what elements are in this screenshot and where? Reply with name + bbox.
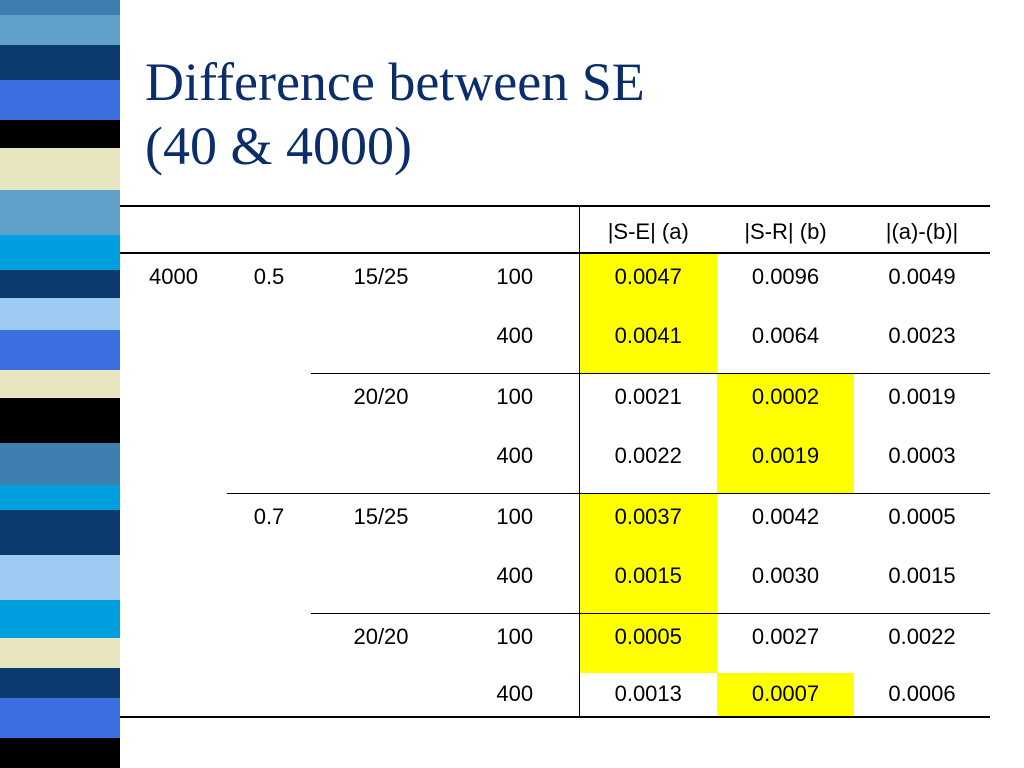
- header-diff: |(a)-(b)|: [854, 205, 990, 254]
- cell-n: [120, 673, 227, 718]
- table-row: 0.7 15/25 100 0.0037 0.0042 0.0005: [120, 492, 990, 553]
- cell-m: 400: [451, 673, 579, 718]
- cell-se: 0.0021: [578, 372, 717, 433]
- cell-split: 20/20: [311, 372, 451, 433]
- cell-m: 100: [451, 612, 579, 673]
- cell-se-highlighted: 0.0041: [578, 313, 717, 373]
- results-table: |S-E| (a) |S-R| (b) |(a)-(b)| 4000 0.5 1…: [120, 205, 990, 718]
- stripe-band: [0, 638, 120, 668]
- cell-diff: 0.0049: [888, 264, 956, 289]
- cell-se-highlighted: 0.0005: [578, 612, 717, 673]
- cell-m: 400: [496, 443, 534, 468]
- cell-se-highlighted: 0.0037: [578, 492, 717, 553]
- table-row: 20/20 100 0.0021 0.0002 0.0019: [120, 372, 990, 433]
- stripe-band: [0, 330, 120, 370]
- stripe-band: [0, 485, 120, 510]
- cell-p: 0.5: [253, 264, 285, 289]
- header-cell: [451, 205, 579, 254]
- cell-se-highlighted: 0.0015: [578, 553, 717, 613]
- cell-m: 100: [496, 264, 534, 289]
- stripe-band: [0, 668, 120, 698]
- cell-diff: 0.0003: [888, 443, 956, 468]
- cell-se-highlighted: 0.0047: [578, 253, 717, 313]
- cell-diff: 0.0022: [854, 612, 990, 673]
- title-line-1: Difference between SE: [145, 52, 645, 112]
- table-row: 400 0.0041 0.0064 0.0023: [120, 313, 990, 373]
- cell-n: [120, 373, 227, 433]
- cell-n: [120, 313, 227, 373]
- cell-diff: 0.0019: [854, 372, 990, 433]
- stripe-band: [0, 0, 120, 15]
- cell-sr-highlighted: 0.0002: [717, 372, 854, 433]
- cell-p: [227, 613, 311, 673]
- header-se: |S-E| (a): [578, 205, 717, 254]
- stripe-band: [0, 190, 120, 235]
- title-line-2: (40 & 4000): [145, 116, 412, 176]
- cell-se: 0.0022: [578, 433, 717, 493]
- cell-split: 15/25: [353, 264, 409, 289]
- header-sr: |S-R| (b): [717, 205, 854, 254]
- cell-split: [311, 553, 451, 613]
- cell-sr-highlighted: 0.0007: [717, 673, 854, 718]
- header-cell: [120, 205, 227, 254]
- cell-se: 0.0013: [578, 673, 717, 718]
- stripe-band: [0, 370, 120, 398]
- cell-m: 100: [451, 492, 579, 553]
- table-row: 400 0.0013 0.0007 0.0006: [120, 673, 990, 718]
- cell-n: [120, 553, 227, 613]
- cell-diff: 0.0005: [854, 492, 990, 553]
- table-row: 4000 0.5 15/25 100 0.0047 0.0096 0.0049: [120, 253, 990, 313]
- table-header-row: |S-E| (a) |S-R| (b) |(a)-(b)|: [120, 205, 990, 254]
- cell-sr-highlighted: 0.0019: [717, 433, 854, 493]
- cell-p: [227, 673, 311, 718]
- stripe-band: [0, 45, 120, 80]
- table-row: 20/20 100 0.0005 0.0027 0.0022: [120, 612, 990, 673]
- header-cell: [311, 205, 451, 254]
- table-row: 400 0.0022 0.0019 0.0003: [120, 433, 990, 493]
- cell-sr: 0.0042: [717, 492, 854, 553]
- cell-p: 0.7: [227, 492, 311, 553]
- cell-diff: 0.0023: [888, 323, 956, 348]
- cell-sr: 0.0027: [717, 612, 854, 673]
- stripe-band: [0, 600, 120, 638]
- stripe-band: [0, 80, 120, 120]
- slide-title: Difference between SE (40 & 4000): [145, 50, 645, 178]
- cell-n: [120, 433, 227, 493]
- cell-n: [120, 493, 227, 553]
- cell-diff: 0.0015: [888, 563, 956, 588]
- cell-split: 15/25: [311, 492, 451, 553]
- cell-n: 4000: [149, 264, 198, 289]
- cell-sr: 0.0064: [751, 323, 820, 348]
- cell-p: [227, 433, 311, 493]
- header-cell: [227, 205, 311, 254]
- stripe-band: [0, 235, 120, 270]
- table-row: 400 0.0015 0.0030 0.0015: [120, 553, 990, 613]
- cell-p: [227, 553, 311, 613]
- stripe-band: [0, 555, 120, 600]
- cell-diff: 0.0006: [854, 673, 990, 718]
- stripe-band: [0, 443, 120, 485]
- cell-m: 400: [496, 563, 534, 588]
- cell-split: [311, 313, 451, 373]
- stripe-band: [0, 298, 120, 330]
- cell-split: 20/20: [311, 612, 451, 673]
- cell-n: [120, 613, 227, 673]
- cell-sr: 0.0030: [751, 563, 820, 588]
- stripe-band: [0, 148, 120, 190]
- stripe-band: [0, 15, 120, 45]
- cell-split: [311, 673, 451, 718]
- stripe-band: [0, 398, 120, 443]
- cell-p: [227, 313, 311, 373]
- cell-p: [227, 373, 311, 433]
- cell-m: 100: [451, 372, 579, 433]
- cell-m: 400: [496, 323, 534, 348]
- stripe-band: [0, 510, 120, 555]
- decorative-stripe: [0, 0, 120, 768]
- cell-split: [311, 433, 451, 493]
- cell-sr: 0.0096: [751, 264, 820, 289]
- stripe-band: [0, 270, 120, 298]
- stripe-band: [0, 738, 120, 768]
- stripe-band: [0, 120, 120, 148]
- stripe-band: [0, 698, 120, 738]
